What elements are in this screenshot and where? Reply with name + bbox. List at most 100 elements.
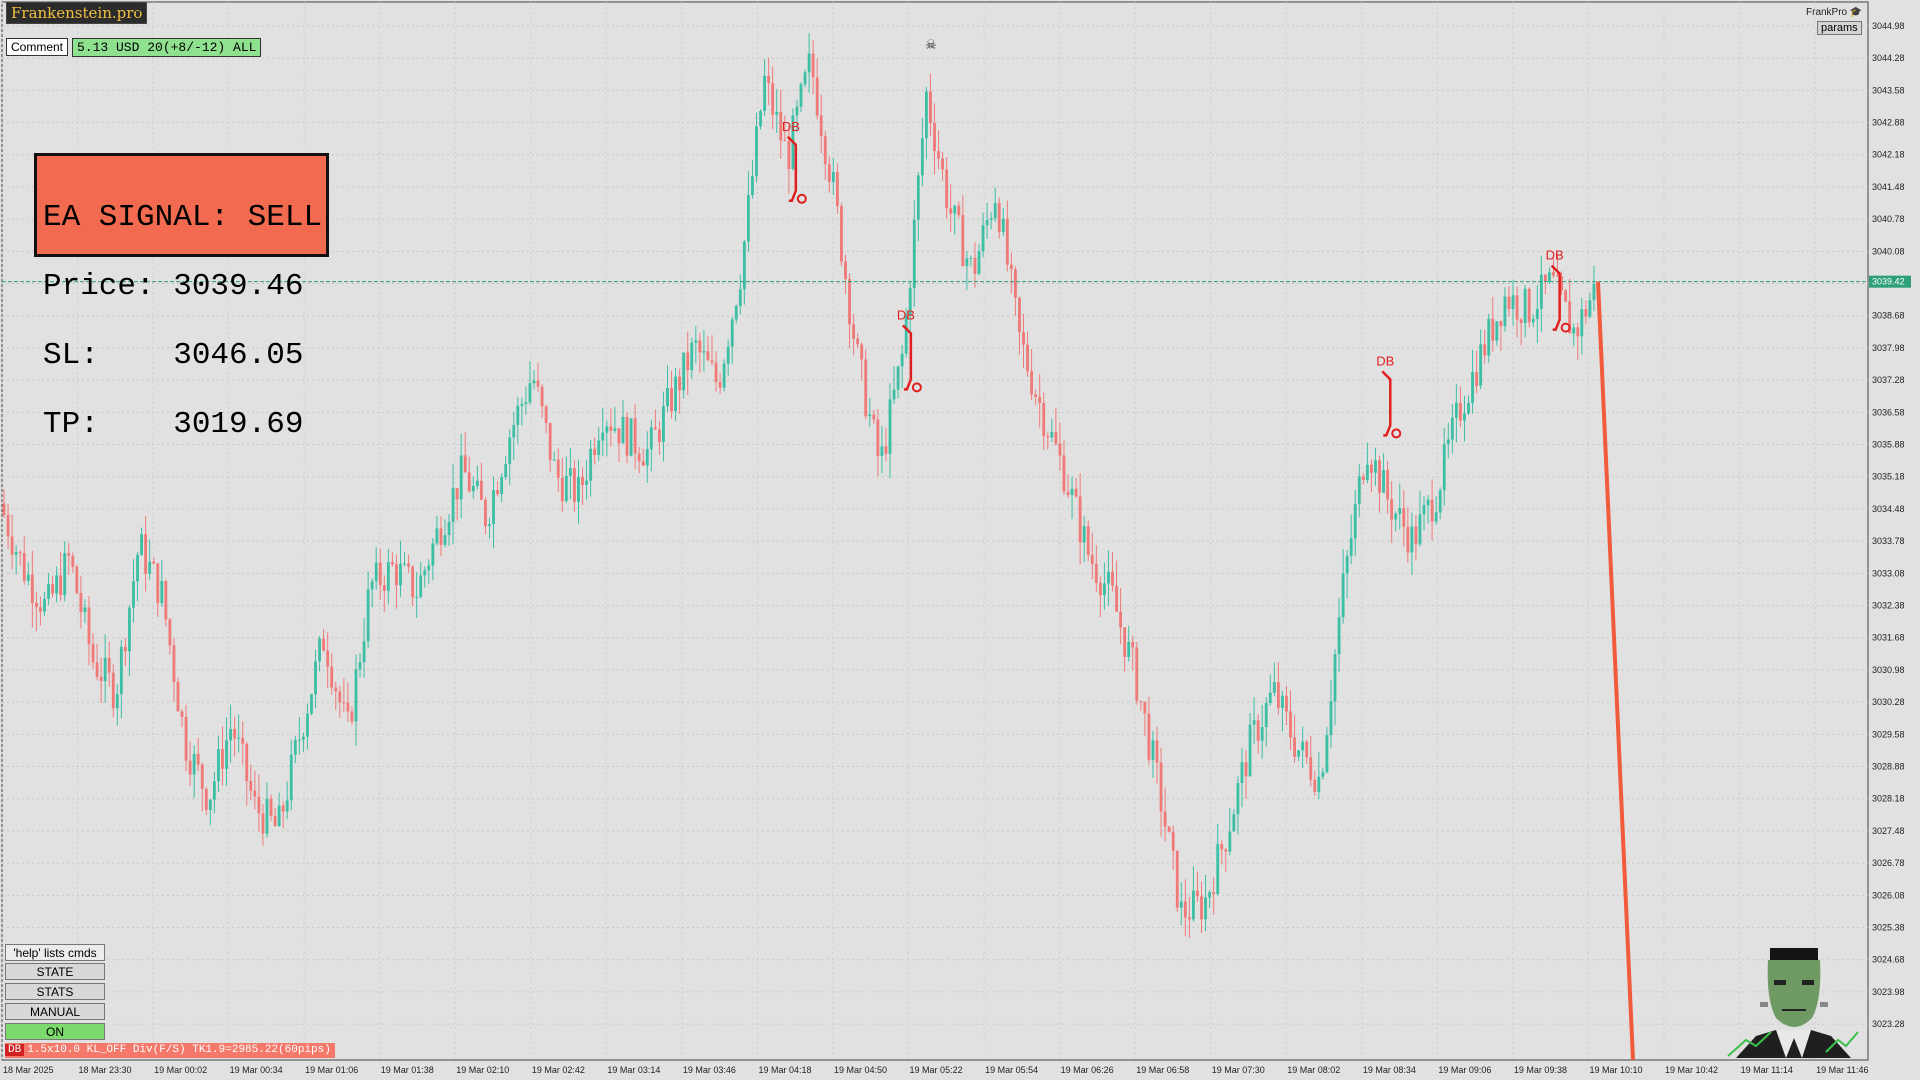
- candle-body: [1204, 897, 1207, 920]
- candle-body: [30, 574, 34, 603]
- candle-body: [257, 796, 261, 814]
- candle-body: [1487, 318, 1491, 356]
- candle-body: [1001, 218, 1005, 232]
- candle-body: [67, 553, 71, 556]
- candle-body: [1414, 526, 1418, 545]
- candle-body: [815, 77, 819, 116]
- candle-body: [823, 136, 827, 165]
- candle-body: [734, 306, 738, 320]
- skull-icon: ☠: [925, 37, 937, 52]
- candle-body: [471, 485, 475, 492]
- candle-body: [184, 716, 188, 761]
- candle-body: [338, 691, 342, 703]
- price-axis-label: 3026.08: [1872, 890, 1905, 900]
- candle-body: [1548, 272, 1551, 283]
- price-axis-label: 3040.78: [1872, 214, 1905, 224]
- candle-body: [306, 713, 309, 737]
- candle-body: [1098, 582, 1102, 596]
- candle-body: [585, 480, 589, 485]
- candle-body: [293, 740, 297, 755]
- time-axis-label: 19 Mar 05:22: [910, 1065, 963, 1075]
- candle-body: [123, 646, 127, 652]
- price-axis-label: 3023.98: [1872, 987, 1905, 997]
- candle-body: [1378, 460, 1381, 493]
- price-axis-label: 3027.48: [1872, 826, 1905, 836]
- candle-body: [706, 351, 710, 361]
- candle-body: [378, 562, 382, 586]
- candle-body: [1309, 757, 1313, 780]
- comment-label: Comment: [6, 38, 69, 56]
- candle-body: [900, 353, 904, 367]
- candle-body: [916, 175, 920, 220]
- candle-body: [1467, 402, 1470, 414]
- candle-body: [1446, 439, 1450, 445]
- candle-body: [1357, 476, 1361, 504]
- candle-body: [997, 202, 1001, 232]
- candle-body: [1244, 762, 1248, 777]
- candle-body: [119, 646, 123, 695]
- candle-body: [1236, 782, 1240, 815]
- candle-body: [1483, 344, 1487, 356]
- price-axis-label: 3034.48: [1872, 504, 1905, 514]
- price-axis-label: 3044.28: [1872, 53, 1905, 63]
- candle-body: [1086, 526, 1090, 555]
- candle-body: [1107, 571, 1110, 584]
- candle-body: [1491, 318, 1495, 341]
- candle-body: [1459, 402, 1462, 421]
- manual-button[interactable]: MANUAL: [5, 1003, 105, 1020]
- price-axis-label: 3035.18: [1872, 472, 1905, 482]
- candle-body: [852, 324, 856, 339]
- candle-body: [912, 219, 916, 289]
- sell-signal-line: [1596, 281, 1635, 1061]
- frankpro-text: FrankPro: [1806, 7, 1848, 18]
- candle-body: [1187, 917, 1191, 920]
- candle-body: [386, 561, 390, 591]
- candle-body: [310, 694, 313, 714]
- time-axis-label: 18 Mar 2025: [3, 1065, 54, 1075]
- candle-body: [128, 607, 131, 652]
- db-marker-dot: [1560, 322, 1571, 333]
- candle-body: [1450, 417, 1454, 440]
- candle-body: [261, 813, 265, 834]
- candle-body: [746, 195, 750, 242]
- candle-body: [366, 589, 370, 642]
- candle-body: [479, 480, 483, 500]
- candle-body: [390, 561, 394, 565]
- candle-body: [1103, 583, 1106, 596]
- candle-body: [229, 729, 232, 741]
- candle-body: [1568, 301, 1572, 334]
- candle-body: [1135, 647, 1139, 701]
- candle-body: [51, 584, 54, 594]
- time-axis-label: 19 Mar 08:34: [1363, 1065, 1416, 1075]
- candle-body: [1082, 526, 1086, 543]
- state-button[interactable]: STATE: [5, 963, 105, 980]
- candle-body: [330, 666, 334, 688]
- candle-body: [99, 676, 103, 682]
- candle-body: [1026, 344, 1029, 372]
- candle-body: [536, 380, 540, 387]
- candle-body: [221, 749, 224, 769]
- time-axis-label: 19 Mar 00:02: [154, 1065, 207, 1075]
- candle-body: [204, 788, 208, 811]
- candle-body: [1220, 844, 1224, 850]
- price-axis-label: 3037.98: [1872, 343, 1905, 353]
- candle-body: [702, 351, 706, 353]
- candle-body: [617, 428, 621, 444]
- candle-body: [200, 764, 204, 789]
- candle-body: [281, 805, 285, 812]
- candle-body: [710, 360, 714, 363]
- candle-body: [277, 805, 281, 827]
- candle-body: [767, 75, 771, 84]
- candle-body: [1131, 641, 1135, 648]
- on-toggle-button[interactable]: ON: [5, 1023, 105, 1040]
- params-button[interactable]: params: [1817, 21, 1862, 35]
- candle-body: [399, 564, 402, 586]
- candle-body: [192, 753, 196, 775]
- candle-body: [1410, 526, 1414, 553]
- candle-body: [593, 448, 597, 455]
- candle-body: [297, 739, 301, 741]
- stats-button[interactable]: STATS: [5, 983, 105, 1000]
- candle-body: [540, 386, 544, 407]
